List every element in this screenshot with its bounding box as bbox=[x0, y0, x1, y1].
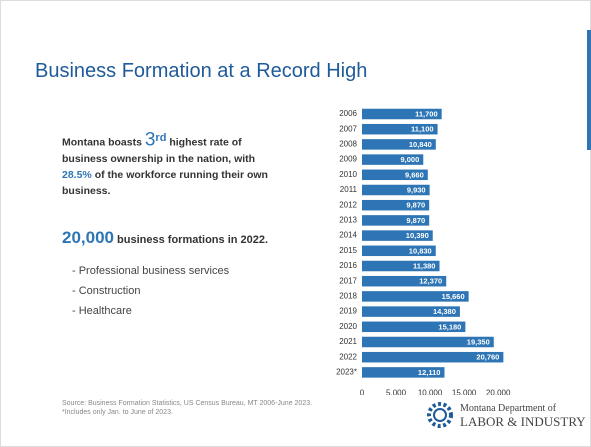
y-tick-label: 2021 bbox=[339, 337, 357, 346]
footnote: *Includes only Jan. to June of 2023. bbox=[62, 409, 173, 416]
value-label: 11,700 bbox=[415, 109, 438, 118]
bar bbox=[362, 230, 433, 241]
y-tick-label: 2012 bbox=[339, 200, 357, 209]
bar bbox=[362, 351, 504, 363]
y-tick-label: 2007 bbox=[339, 124, 357, 133]
value-label: 12,110 bbox=[418, 368, 441, 377]
x-tick-label: 5,000 bbox=[386, 389, 407, 395]
logo-text: Montana Department of bbox=[460, 403, 557, 414]
text: Montana boasts bbox=[62, 136, 145, 149]
y-tick-label: 2018 bbox=[339, 292, 357, 301]
bar bbox=[362, 291, 469, 302]
text: business formations in 2022. bbox=[114, 234, 269, 246]
value-label: 10,830 bbox=[409, 246, 432, 255]
bullet: - Professional business services bbox=[72, 265, 230, 277]
bar bbox=[362, 245, 436, 257]
bar bbox=[362, 260, 440, 272]
x-tick-label: 0 bbox=[360, 389, 365, 395]
bar bbox=[362, 215, 430, 226]
y-tick-label: 2014 bbox=[339, 231, 357, 240]
chart: 0 5,000 10,000 15,000 20,000 2006 11,700 2007 11… bbox=[336, 108, 511, 395]
y-tick-label: 2019 bbox=[339, 307, 357, 316]
logo-text: LABOR & INDUSTRY bbox=[460, 414, 586, 429]
bar bbox=[362, 367, 445, 378]
y-tick-label: 2009 bbox=[339, 155, 357, 164]
bar bbox=[362, 184, 430, 196]
bullet: - Construction bbox=[72, 285, 141, 297]
formations: 20,000 business formations in 2022. bbox=[62, 228, 268, 248]
value-label: 12,370 bbox=[419, 277, 442, 286]
ordinal: rd bbox=[155, 132, 167, 144]
value-label: 14,380 bbox=[433, 307, 456, 316]
x-tick-label: 10,000 bbox=[418, 389, 443, 395]
value-label: 11,100 bbox=[411, 125, 434, 134]
y-tick-label: 2015 bbox=[339, 246, 357, 255]
value-label: 15,180 bbox=[438, 322, 461, 331]
bar bbox=[362, 306, 460, 317]
logo-icon bbox=[427, 402, 453, 428]
bar bbox=[362, 108, 442, 120]
value-label: 20,760 bbox=[476, 353, 499, 362]
bar bbox=[362, 275, 447, 287]
bullet: - Healthcare bbox=[72, 305, 132, 317]
value-label: 10,840 bbox=[409, 140, 432, 149]
bar bbox=[362, 336, 494, 348]
intro-text: Montana boasts 3rd highest rate of busin… bbox=[62, 130, 287, 199]
y-tick-label: 2013 bbox=[339, 216, 357, 225]
y-tick-label: 2008 bbox=[339, 140, 357, 149]
text: of the workforce running their own busin… bbox=[62, 168, 268, 197]
value-label: 15,660 bbox=[442, 292, 465, 301]
value-label: 9,000 bbox=[401, 155, 420, 164]
text: highest rate of business ownership in th… bbox=[62, 136, 256, 165]
bar bbox=[362, 169, 428, 181]
x-tick-label: 15,000 bbox=[452, 389, 477, 395]
y-tick-label: 2020 bbox=[339, 322, 357, 331]
value-label: 9,930 bbox=[407, 185, 426, 194]
y-tick-label: 2010 bbox=[339, 170, 357, 179]
y-tick-label: 2023* bbox=[336, 368, 357, 377]
bar bbox=[362, 321, 466, 333]
rank: 3 bbox=[144, 129, 156, 151]
y-tick-label: 2016 bbox=[339, 261, 357, 270]
value-label: 9,660 bbox=[405, 170, 424, 179]
count: 20,000 bbox=[62, 228, 114, 247]
bar bbox=[362, 139, 436, 150]
y-tick-label: 2017 bbox=[339, 276, 357, 285]
x-tick-label: 20,000 bbox=[486, 389, 511, 395]
value-label: 10,390 bbox=[406, 231, 429, 240]
accent-bar bbox=[587, 30, 591, 150]
y-tick-label: 2011 bbox=[340, 185, 358, 194]
percent: 28.5% bbox=[62, 168, 92, 181]
value-label: 9,870 bbox=[406, 201, 425, 210]
value-label: 9,870 bbox=[406, 216, 425, 225]
bar bbox=[362, 123, 438, 135]
title: Business Formation at a Record High bbox=[35, 60, 368, 82]
y-tick-label: 2006 bbox=[339, 109, 357, 118]
y-tick-label: 2022 bbox=[339, 352, 357, 361]
value-label: 11,380 bbox=[413, 261, 436, 270]
bar bbox=[362, 154, 424, 165]
bar bbox=[362, 199, 430, 211]
source: Source: Business Formation Statistics, U… bbox=[62, 400, 313, 407]
value-label: 19,350 bbox=[467, 337, 490, 346]
